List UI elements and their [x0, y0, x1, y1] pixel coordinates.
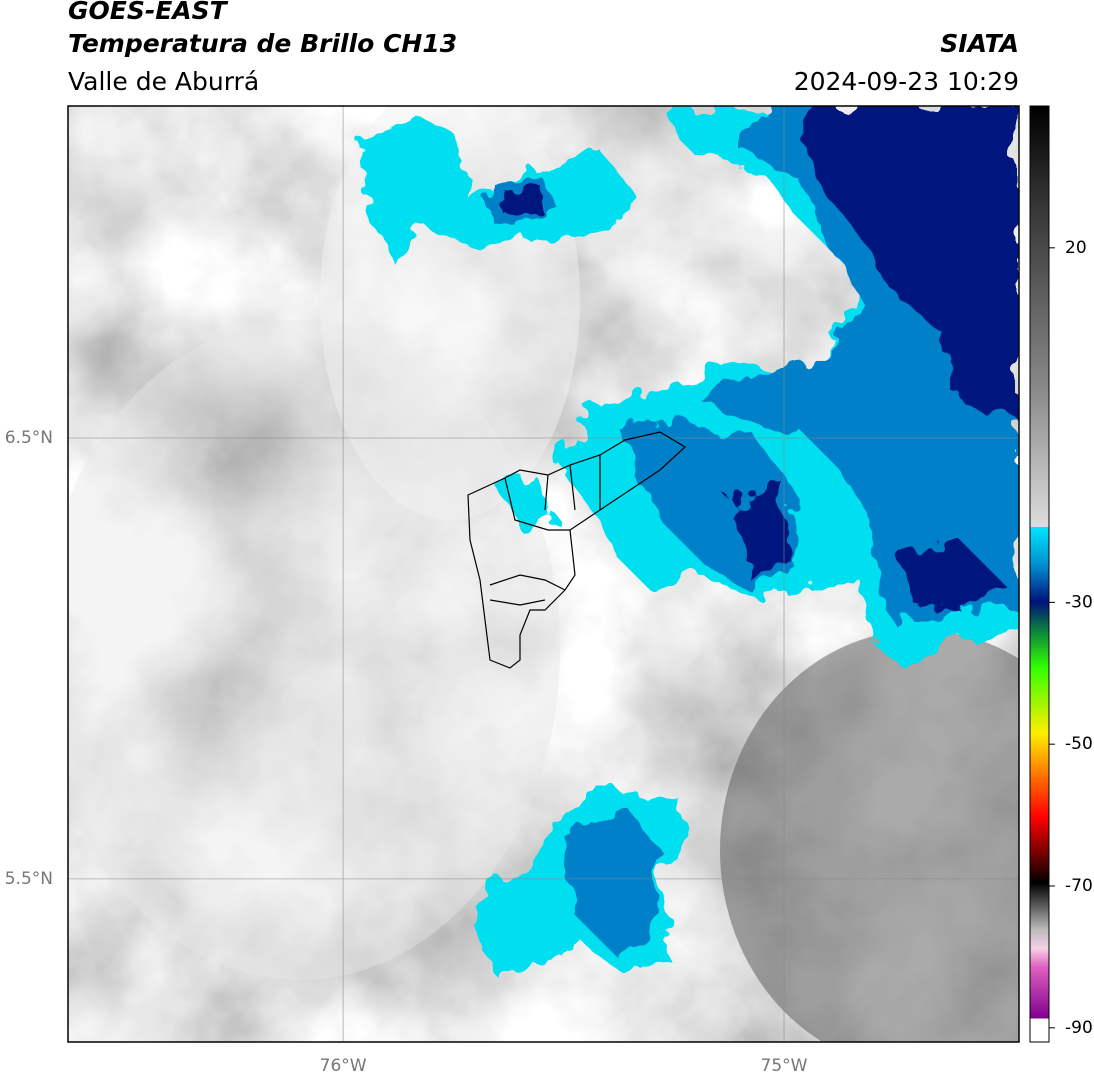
valley-outline	[467, 431, 686, 669]
lon-label: 76°W	[320, 1056, 367, 1076]
title: GOES-EAST	[68, 0, 229, 25]
timestamp: 2024-09-23 10:29	[794, 67, 1019, 96]
lat-label: 6.5°N	[5, 428, 53, 448]
axes: 76°W 75°W 6.5°N 5.5°N 20 -30 -50 -70 -90	[5, 238, 1093, 1076]
agency: SIATA	[940, 29, 1019, 58]
lon-label: 75°W	[761, 1056, 808, 1076]
region: Valle de Aburrá	[68, 67, 259, 96]
colorbar-tick-label: -70	[1065, 876, 1093, 896]
colorbar-tick-label: -90	[1065, 1018, 1093, 1038]
subtitle: Temperatura de Brillo CH13	[68, 29, 457, 58]
colorbar	[1029, 105, 1050, 1043]
lat-label: 5.5°N	[5, 869, 53, 889]
map-frame	[67, 105, 1020, 1043]
colorbar-tick-label: 20	[1065, 238, 1087, 258]
graticule	[68, 106, 1019, 1042]
colorbar-tick-label: -30	[1065, 592, 1093, 612]
colorbar-tick-label: -50	[1065, 734, 1093, 754]
map-image	[68, 106, 1019, 1042]
